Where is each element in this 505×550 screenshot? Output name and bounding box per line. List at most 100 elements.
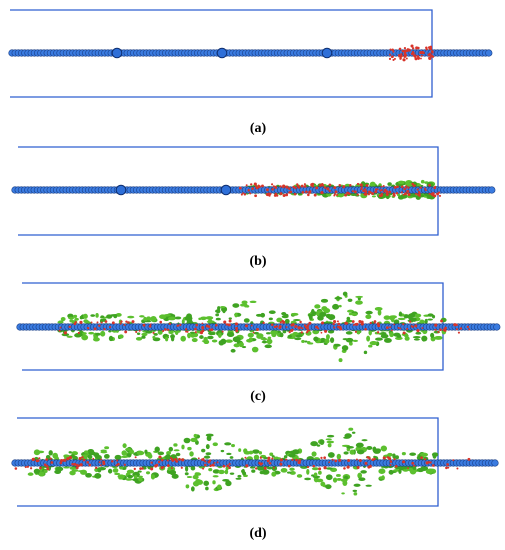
particle <box>300 184 304 188</box>
debris <box>311 308 315 315</box>
particle <box>243 193 247 196</box>
debris <box>289 471 296 475</box>
debris <box>336 453 342 460</box>
particle <box>424 458 427 461</box>
particle <box>364 327 367 331</box>
debris <box>205 443 210 450</box>
debris <box>125 447 132 451</box>
debris <box>266 338 273 345</box>
particle <box>125 320 128 323</box>
particle <box>356 466 360 470</box>
particle <box>141 467 144 470</box>
particle <box>299 320 302 324</box>
particle <box>134 456 137 459</box>
particle <box>402 460 406 464</box>
particle <box>405 57 408 60</box>
debris <box>427 313 434 317</box>
debris <box>353 492 358 496</box>
particle <box>413 464 416 467</box>
particle <box>254 194 257 198</box>
particle <box>389 326 392 329</box>
debris <box>326 334 330 340</box>
particle <box>222 464 226 468</box>
debris <box>326 434 335 438</box>
particle <box>410 44 414 48</box>
debris <box>81 332 87 335</box>
debris <box>325 467 333 470</box>
particle <box>157 460 161 464</box>
debris <box>345 337 354 343</box>
debris <box>132 471 140 478</box>
particle <box>296 183 299 186</box>
debris <box>351 431 356 434</box>
particle <box>63 331 67 335</box>
particle <box>150 467 154 471</box>
particle <box>111 321 115 325</box>
particle <box>103 327 106 331</box>
debris <box>220 449 225 453</box>
debris <box>210 332 216 335</box>
debris <box>238 341 244 348</box>
particle <box>138 329 141 332</box>
debris <box>136 332 141 335</box>
particle <box>227 323 231 327</box>
debris <box>98 466 106 471</box>
debris <box>43 469 48 474</box>
particle <box>332 322 335 326</box>
particle <box>164 328 167 331</box>
debris <box>403 314 409 319</box>
particle <box>287 464 291 468</box>
debris <box>262 456 269 460</box>
debris <box>409 452 417 456</box>
debris <box>369 341 378 346</box>
particle <box>328 183 332 187</box>
particle <box>321 184 325 187</box>
particle <box>418 194 421 197</box>
particle <box>353 190 357 194</box>
debris <box>304 340 308 343</box>
particle <box>209 464 212 468</box>
particle <box>111 460 114 463</box>
debris <box>397 180 405 185</box>
debris <box>173 443 178 447</box>
particle <box>176 324 180 327</box>
particle <box>301 327 304 330</box>
particle <box>158 455 162 459</box>
debris <box>225 466 229 471</box>
debris <box>184 465 189 472</box>
particle <box>417 191 421 194</box>
debris <box>193 433 198 438</box>
debris <box>295 334 303 338</box>
particle <box>411 325 414 329</box>
particle <box>149 323 152 326</box>
debris <box>281 315 289 319</box>
debris <box>332 477 338 483</box>
debris <box>212 475 219 478</box>
particle <box>253 182 257 186</box>
particle <box>127 321 130 324</box>
debris <box>268 310 276 315</box>
particle <box>46 467 50 471</box>
debris <box>152 335 156 339</box>
debris <box>120 455 129 459</box>
particle <box>428 56 432 60</box>
particle <box>333 326 336 329</box>
particle <box>116 459 119 462</box>
particle <box>407 467 409 470</box>
particle <box>333 186 337 190</box>
particle <box>45 458 48 461</box>
particle <box>439 328 442 332</box>
particle <box>444 326 447 330</box>
particle <box>389 460 393 463</box>
particle <box>271 457 274 460</box>
particle <box>414 54 417 57</box>
particle <box>255 186 259 190</box>
particle <box>159 320 163 324</box>
particle <box>261 462 264 465</box>
debris <box>356 449 365 455</box>
debris <box>365 310 373 315</box>
particle <box>58 329 61 332</box>
particle <box>360 187 363 191</box>
particle <box>168 322 172 326</box>
debris <box>256 465 265 471</box>
